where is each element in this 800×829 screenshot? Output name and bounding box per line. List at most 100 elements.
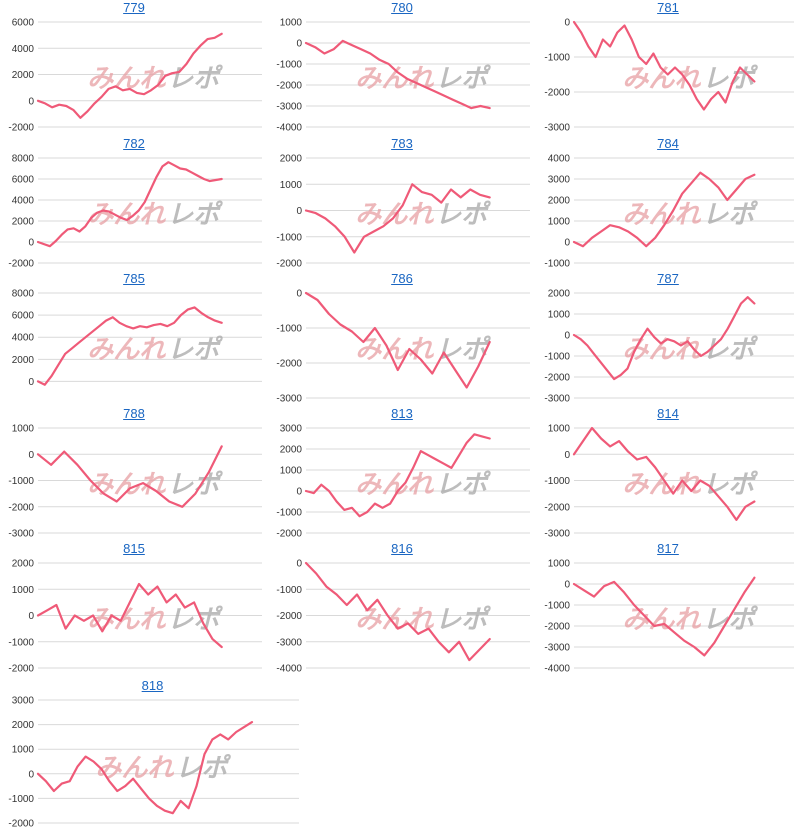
y-tick-label: 3000: [548, 175, 571, 186]
y-tick-label: -2000: [544, 88, 570, 99]
y-tick-label: 1000: [12, 585, 35, 596]
y-tick-label: 8000: [12, 289, 35, 300]
y-tick-label: -2000: [8, 664, 34, 675]
chart-title-link[interactable]: 814: [657, 406, 679, 421]
watermark-logo: レポ: [167, 335, 223, 365]
chart-title-link[interactable]: 787: [657, 271, 679, 286]
y-tick-label: 1000: [280, 18, 303, 29]
chart-title-link[interactable]: 818: [141, 678, 164, 693]
chart-panel-787: 787 -3000 -2000 -1000 0 1000 2000 みんれ レポ: [536, 271, 800, 404]
y-tick-label: -2000: [8, 502, 34, 513]
chart-panel-814: 814 -3000 -2000 -1000 0 1000 みんれ レポ: [536, 406, 800, 539]
y-tick-label: 0: [28, 96, 34, 107]
y-tick-label: 8000: [12, 154, 35, 165]
y-tick-label: -2000: [276, 259, 302, 270]
y-tick-label: -2000: [276, 529, 302, 540]
series-line: [572, 576, 756, 657]
y-tick-label: -3000: [276, 637, 302, 648]
y-tick-label: 2000: [12, 70, 35, 81]
chart-title-link[interactable]: 782: [123, 136, 145, 151]
y-tick-label: -3000: [544, 529, 570, 540]
y-tick-label: 0: [296, 487, 302, 498]
y-tick-label: 2000: [12, 217, 35, 228]
chart-panel-815: 815 -2000 -1000 0 1000 2000 みんれ レポ: [0, 541, 268, 674]
series-line: [36, 306, 223, 386]
y-tick-label: -4000: [276, 123, 302, 134]
y-tick-label: -3000: [276, 102, 302, 113]
chart-title-link[interactable]: 781: [657, 0, 679, 15]
watermark-logo: みんれ: [87, 470, 166, 500]
series-line: [572, 20, 756, 111]
series-line: [36, 445, 223, 508]
chart-title-link[interactable]: 813: [391, 406, 413, 421]
series-line: [304, 183, 491, 254]
chart-panel-816: 816 -4000 -3000 -2000 -1000 0 みんれ レポ: [268, 541, 536, 674]
chart-title-link[interactable]: 783: [391, 136, 413, 151]
y-tick-label: 0: [296, 206, 302, 217]
watermark-logo: みんれ: [87, 200, 166, 230]
y-tick-label: -1000: [276, 585, 302, 596]
y-tick-label: 0: [28, 611, 34, 622]
y-tick-label: -4000: [276, 664, 302, 675]
y-tick-label: 0: [564, 18, 570, 29]
series-line: [36, 161, 223, 248]
chart-title-link[interactable]: 784: [657, 136, 679, 151]
y-tick-label: -1000: [544, 601, 570, 612]
chart-plot: -3000 -2000 -1000 0 1000 みんれ レポ: [8, 424, 262, 539]
chart-panel-783: 783 -2000 -1000 0 1000 2000 みんれ レポ: [268, 136, 536, 269]
chart-title-link[interactable]: 786: [391, 271, 413, 286]
y-tick-label: -1000: [8, 794, 34, 805]
chart-title-link[interactable]: 780: [391, 0, 413, 15]
y-tick-label: -2000: [544, 622, 570, 633]
y-tick-label: -2000: [544, 373, 570, 384]
y-tick-label: -2000: [8, 259, 34, 270]
y-tick-label: -1000: [544, 53, 570, 64]
series-line: [572, 296, 756, 381]
watermark-logo: レポ: [435, 335, 491, 365]
watermark-logo: レポ: [167, 200, 223, 230]
chart-panel-782: 782 -2000 0 2000 4000 6000 8000 みんれ レポ: [0, 136, 268, 269]
chart-plot: 0 2000 4000 6000 8000 みんれ レポ: [12, 289, 262, 388]
watermark-logo: レポ: [167, 470, 223, 500]
y-tick-label: 0: [564, 238, 570, 249]
watermark-logo: レポ: [167, 605, 223, 635]
watermark-logo: レポ: [435, 64, 491, 94]
chart-title-link[interactable]: 817: [657, 541, 679, 556]
y-tick-label: -3000: [276, 394, 302, 405]
watermark-logo: レポ: [702, 605, 758, 635]
y-tick-label: -1000: [8, 637, 34, 648]
chart-panel-813: 813 -2000 -1000 0 1000 2000 3000 みんれ レポ: [268, 406, 536, 539]
watermark-logo: みんれ: [87, 335, 166, 365]
series-line: [572, 426, 756, 522]
y-tick-label: 0: [296, 559, 302, 570]
chart-title-link[interactable]: 815: [123, 541, 145, 556]
series-line: [304, 561, 491, 662]
y-tick-label: 4000: [548, 154, 571, 165]
watermark-logo: レポ: [435, 605, 491, 635]
watermark-logo: レポ: [435, 470, 491, 500]
y-tick-label: 1000: [280, 466, 303, 477]
series-line: [36, 32, 223, 119]
y-tick-label: 3000: [12, 696, 35, 707]
chart-panel-779: 779 -2000 0 2000 4000 6000 みんれ レポ: [0, 0, 268, 133]
y-tick-label: 0: [564, 331, 570, 342]
chart-title-link[interactable]: 816: [391, 541, 413, 556]
chart-panel-784: 784 -1000 0 1000 2000 3000 4000 みんれ レポ: [536, 136, 800, 269]
chart-title-link[interactable]: 785: [123, 271, 145, 286]
y-tick-label: -4000: [544, 664, 570, 675]
y-tick-label: -1000: [8, 476, 34, 487]
chart-title-link[interactable]: 779: [123, 0, 145, 15]
chart-title-link[interactable]: 788: [123, 406, 145, 421]
y-tick-label: 4000: [12, 196, 35, 207]
chart-panel-780: 780 -4000 -3000 -2000 -1000 0 1000 みんれ レポ: [268, 0, 536, 133]
watermark-logo: みんれ: [622, 470, 701, 500]
series-line: [36, 582, 223, 649]
watermark-logo: レポ: [702, 335, 758, 365]
y-tick-label: -1000: [276, 232, 302, 243]
y-tick-label: 0: [296, 39, 302, 50]
chart-plot: -1000 0 1000 2000 3000 4000 みんれ レポ: [544, 154, 794, 269]
